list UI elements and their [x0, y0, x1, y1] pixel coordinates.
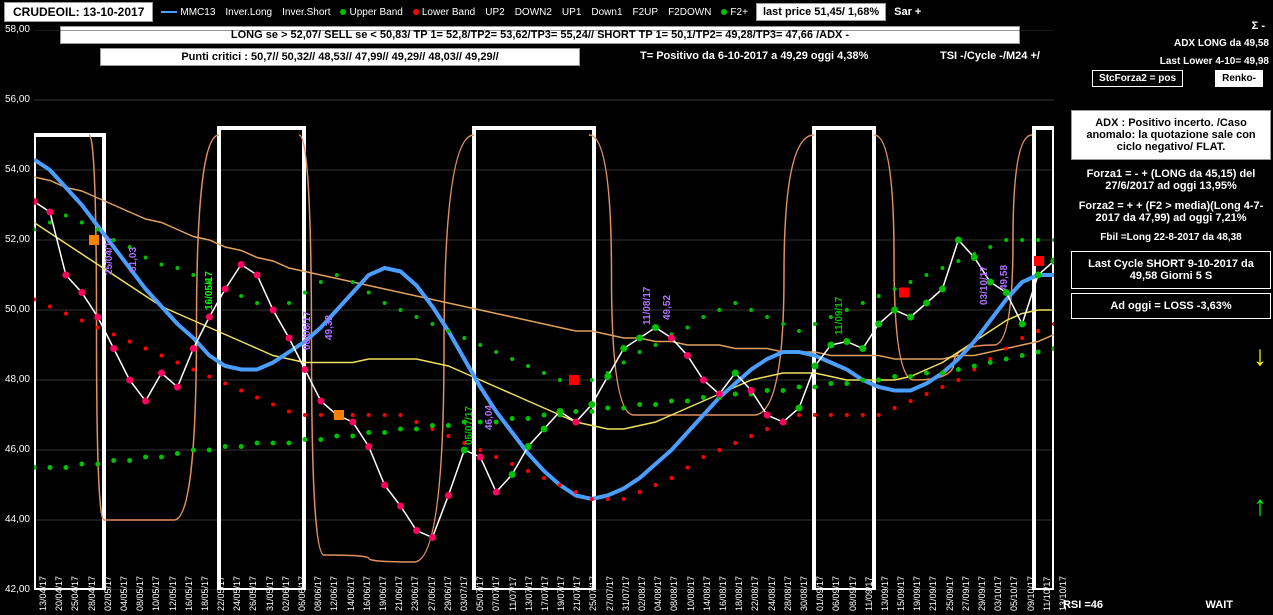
- chart-title: CRUDEOIL: 13-10-2017: [4, 2, 153, 22]
- price-chart: 25/04/1751,0316/05/1706/06/1749,3205/07/…: [34, 30, 1054, 590]
- panel-forza1: Forza1 = - + (LONG da 45,15) del 27/6/20…: [1071, 168, 1271, 192]
- y-axis: 42,0044,0046,0048,0050,0052,0054,0056,00…: [2, 30, 32, 590]
- sigma-indicator: Σ -: [1252, 20, 1265, 32]
- last-price: last price 51,45/ 1,68%: [756, 3, 886, 21]
- panel-loss: Ad oggi = LOSS -3,63%: [1071, 293, 1271, 319]
- panel-cycle: Last Cycle SHORT 9-10-2017 da 49,58 Gior…: [1071, 251, 1271, 289]
- sar-indicator: Sar +: [894, 6, 921, 18]
- rsi-value: RSI =46: [1063, 599, 1103, 611]
- panel-adx: ADX : Positivo incerto. /Caso anomalo: l…: [1071, 110, 1271, 160]
- chart-legend: MMC13Inver.LongInver.ShortUpper BandLowe…: [157, 7, 752, 18]
- right-panel: ADX : Positivo incerto. /Caso anomalo: l…: [1071, 110, 1271, 323]
- stc-forza2: StcForza2 = pos: [1092, 70, 1183, 87]
- renko: Renko-: [1215, 70, 1263, 87]
- wait-label: WAIT: [1206, 599, 1234, 611]
- panel-fbil: Fbil =Long 22-8-2017 da 48,38: [1071, 232, 1271, 243]
- x-axis: 13/04/1720/04/1725/04/1728/04/1702/05/17…: [34, 589, 1054, 613]
- panel-forza2: Forza2 = + + (F2 > media)(Long 4-7-2017 …: [1071, 200, 1271, 224]
